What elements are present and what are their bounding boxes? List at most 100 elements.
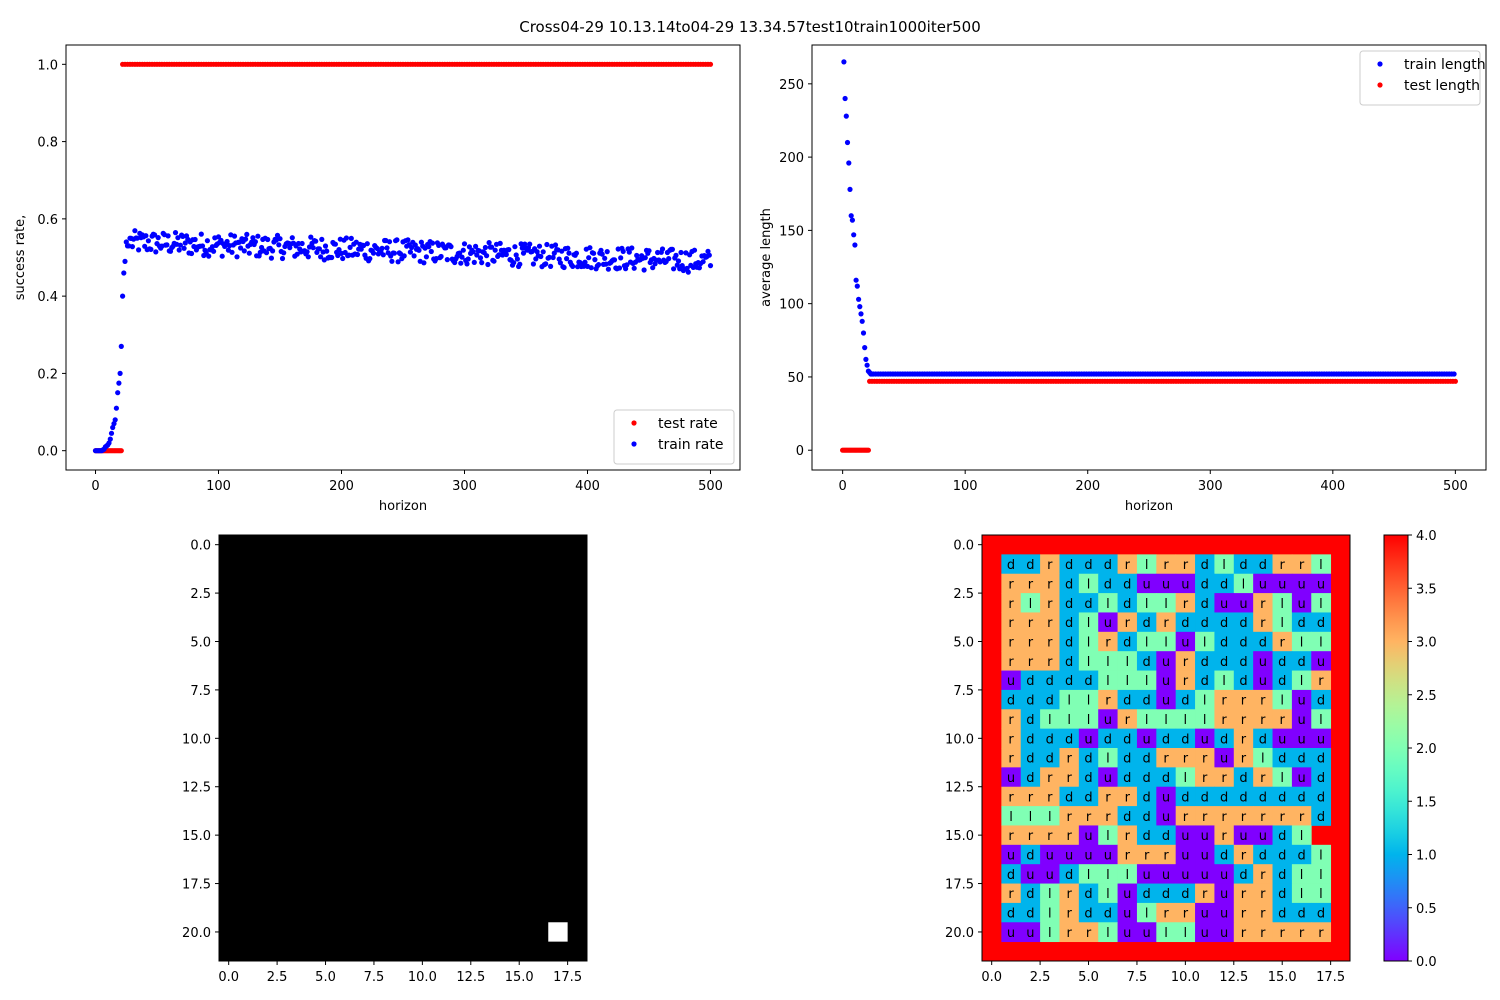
policy-cell-label: u — [1181, 636, 1189, 651]
policy-cell-label: r — [1008, 790, 1014, 805]
length-point — [842, 95, 848, 102]
policy-cell — [1175, 631, 1196, 652]
policy-cell — [1253, 844, 1273, 865]
policy-cell-label: d — [1181, 790, 1189, 805]
rate-point — [650, 265, 656, 271]
policy-cell-label: r — [1163, 616, 1169, 631]
rate-point — [464, 261, 470, 267]
policy-cell-label: r — [1260, 597, 1266, 612]
policy-cell-label: u — [1026, 868, 1034, 883]
policy-cell — [1136, 670, 1157, 691]
policy-cell — [1195, 748, 1215, 768]
policy-cell-label: d — [1084, 887, 1092, 902]
policy-cell — [1136, 806, 1157, 826]
policy-cell — [1156, 786, 1177, 807]
policy-cell — [1156, 825, 1177, 846]
length-point — [851, 232, 857, 238]
rate-point — [252, 239, 258, 245]
policy-cell-label: u — [1220, 907, 1228, 922]
rate-point — [588, 265, 594, 271]
rate-point — [188, 250, 195, 257]
policy-cell — [1156, 902, 1177, 923]
colorbar-tick-label: 2.5 — [1416, 689, 1437, 704]
average-length-plot: 0 100 200 300 400 500 0 50 100 150 200 250 horizon av… — [759, 44, 1487, 514]
policy-cell-label: r — [1047, 829, 1053, 844]
policy-cell-label: r — [1008, 752, 1014, 767]
policy-cell-label: d — [1239, 558, 1247, 573]
rate-point — [575, 264, 581, 270]
rate-point — [512, 244, 518, 250]
policy-cell-label: l — [1145, 597, 1149, 612]
rate-point — [674, 262, 680, 268]
policy-cell-label: d — [1220, 790, 1228, 805]
policy-cell — [1175, 864, 1196, 884]
policy-cell-label: u — [1084, 732, 1092, 747]
policy-cell-label: l — [1261, 752, 1265, 767]
policy-cell-label: l — [1319, 849, 1323, 864]
policy-cell — [1253, 806, 1273, 826]
policy-cell — [1214, 786, 1235, 807]
policy-cell-label: r — [1105, 694, 1111, 709]
rate-point — [671, 266, 677, 272]
policy-cell — [1098, 825, 1118, 846]
policy-cell-label: l — [1145, 713, 1149, 728]
policy-cell — [1020, 612, 1041, 633]
policy-cell — [1253, 573, 1273, 594]
policy-cell-label: l — [1319, 558, 1323, 573]
policy-cell-label: d — [1084, 771, 1092, 786]
policy-cell — [1175, 573, 1196, 594]
policy-cell-label: r — [1066, 810, 1072, 825]
policy-cell-label: u — [1104, 849, 1112, 864]
rate-series-1 — [92, 61, 714, 454]
policy-cell — [1059, 709, 1080, 730]
policy-cell — [1098, 728, 1118, 749]
rate-point — [346, 252, 352, 258]
policy-cell — [1156, 806, 1177, 826]
policy-cell — [1233, 728, 1254, 749]
rate-point — [106, 440, 112, 446]
policy-cell-label: r — [1241, 926, 1247, 941]
rate-point — [626, 249, 632, 255]
policy-cell-label: u — [1201, 849, 1209, 864]
rate-point — [176, 247, 182, 253]
rate-point — [522, 241, 528, 247]
policy-cell — [1214, 612, 1235, 633]
policy-cell-label: d — [1142, 771, 1150, 786]
rate-point — [319, 236, 325, 242]
rate-point — [484, 253, 490, 259]
rate-point — [340, 255, 346, 262]
rate-point — [268, 255, 274, 261]
policy-cell — [1175, 767, 1196, 788]
length-x-tick-label: 100 — [953, 479, 978, 494]
rate-point — [564, 256, 570, 262]
length-y-tick-label: 250 — [779, 78, 804, 93]
length-legend-box — [1359, 50, 1481, 106]
policy-cell-label: l — [1203, 694, 1207, 709]
policy-y-tick-label: 20.0 — [945, 926, 974, 941]
policy-cell-label: r — [1241, 849, 1247, 864]
rate-point — [418, 239, 424, 245]
policy-cell — [1253, 631, 1273, 652]
policy-cell-label: d — [1142, 810, 1150, 825]
policy-cell-label: l — [1164, 597, 1168, 612]
rate-point — [336, 247, 342, 253]
rate-point — [459, 254, 465, 260]
policy-cell-label: d — [1297, 655, 1305, 670]
position-x-tick-label: 0.0 — [218, 970, 239, 985]
policy-cell — [1136, 631, 1157, 652]
policy-cell-label: u — [1123, 887, 1131, 902]
length-y-tick-label: 0 — [796, 444, 804, 459]
policy-cell — [1311, 748, 1332, 768]
policy-cell-label: r — [1183, 558, 1189, 573]
rate-point — [492, 247, 498, 253]
policy-cell — [1253, 670, 1273, 691]
policy-cell — [1272, 786, 1293, 807]
policy-cell — [1175, 902, 1196, 923]
policy-cell — [1272, 902, 1293, 923]
rate-point — [310, 245, 316, 251]
rate-point — [641, 267, 647, 273]
policy-cell-label: r — [1047, 636, 1053, 651]
length-legend: train length test length — [1359, 50, 1486, 106]
policy-cell — [1136, 728, 1157, 749]
policy-cell-label: u — [1201, 829, 1209, 844]
